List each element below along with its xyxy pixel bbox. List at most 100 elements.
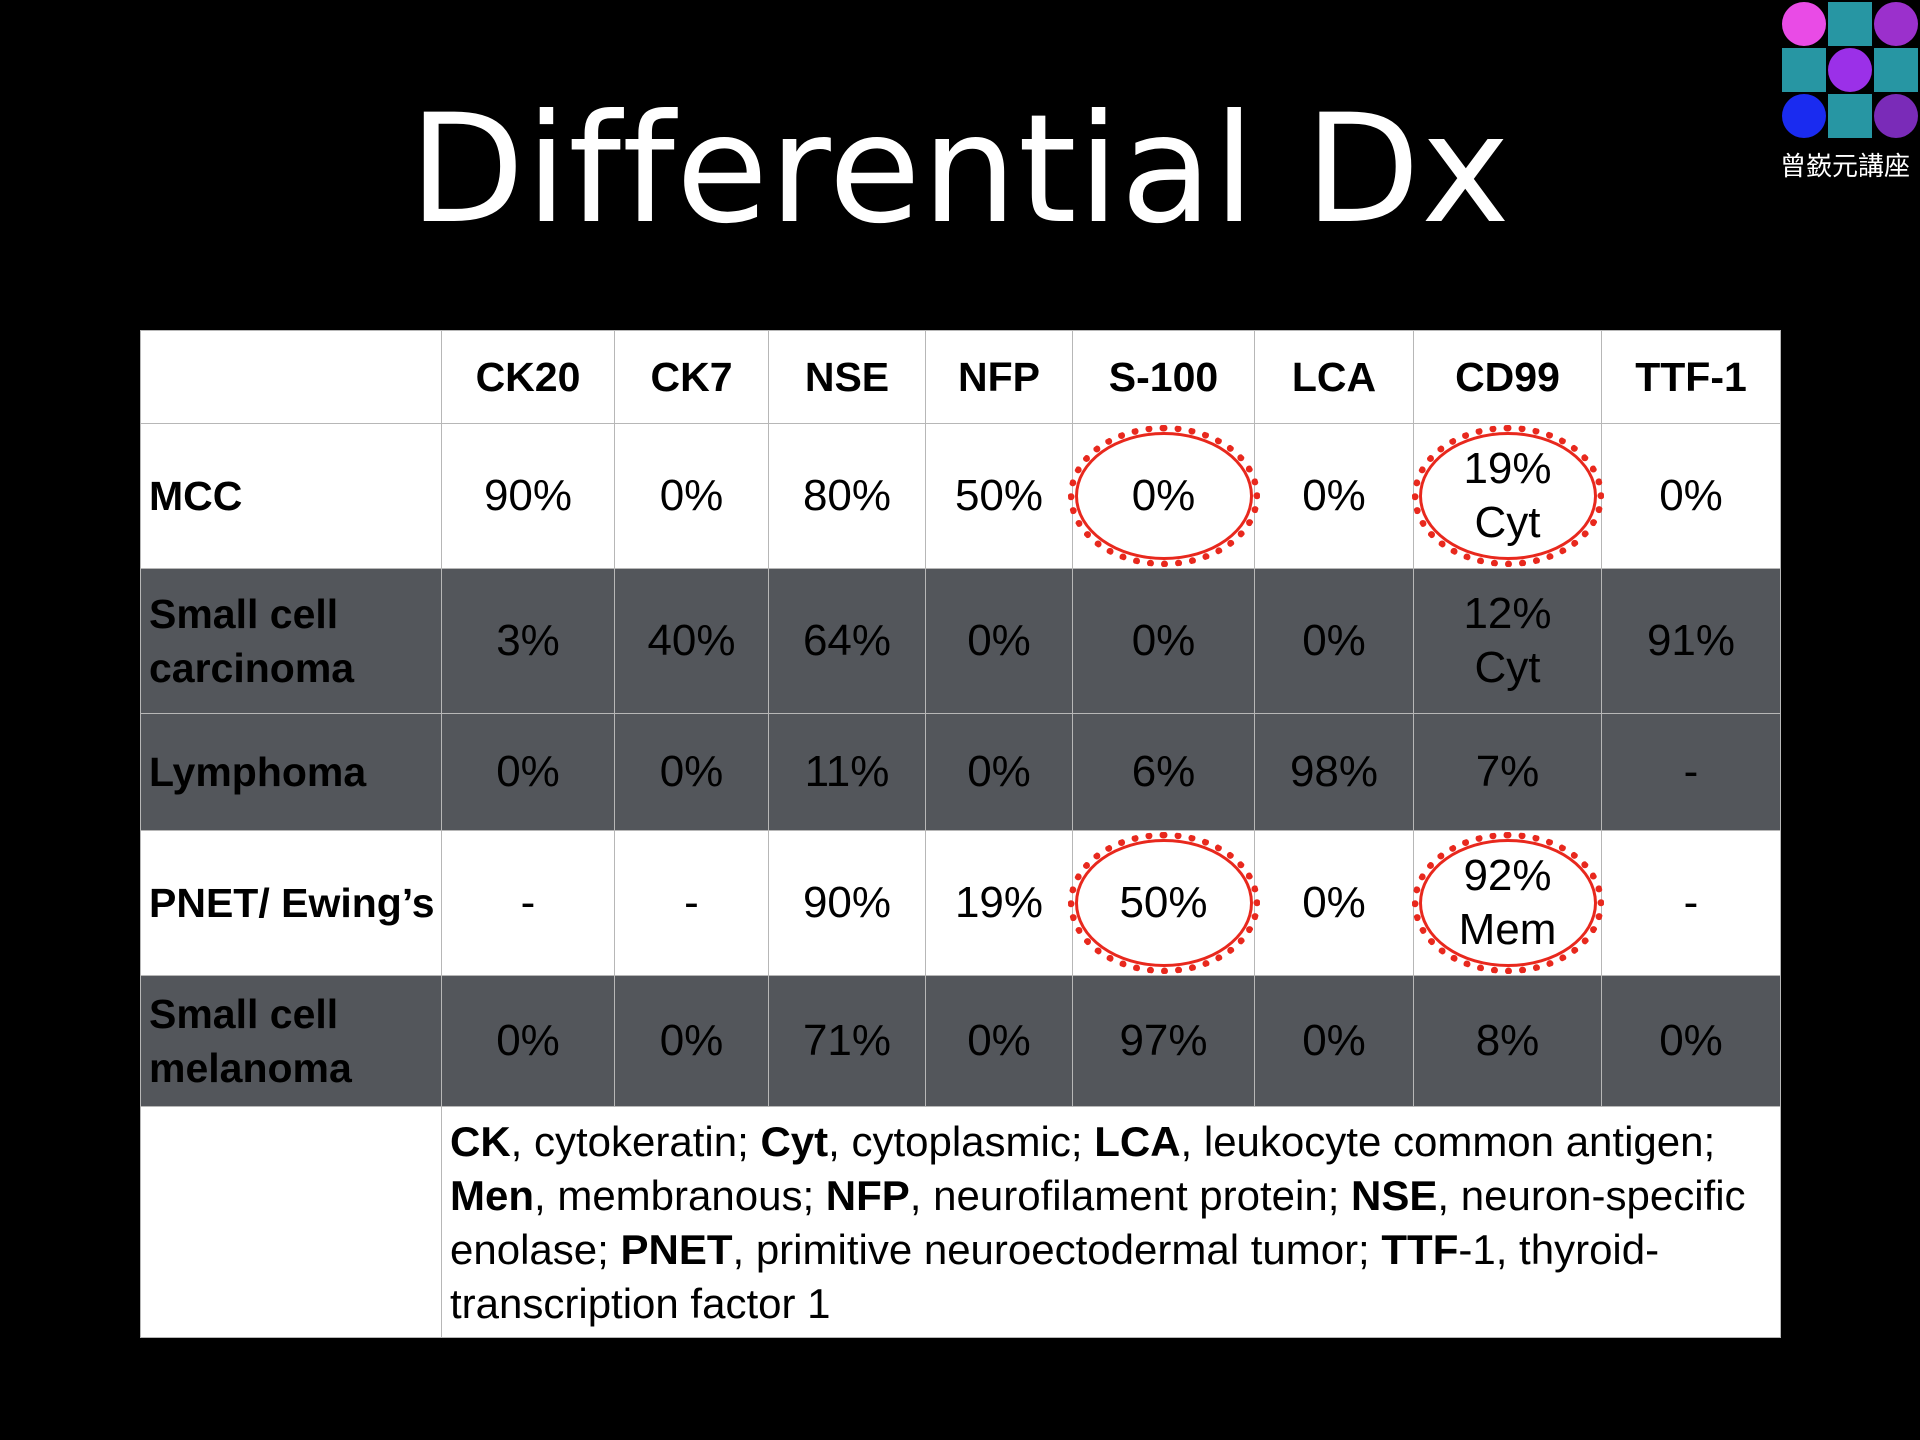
- footnote-abbrev: NSE: [1351, 1172, 1438, 1219]
- cell-value: 8%: [1475, 1016, 1540, 1065]
- logo-dot-icon: [1874, 94, 1918, 138]
- cell-value: 7%: [1475, 747, 1540, 796]
- table-cell: 6%: [1072, 713, 1255, 831]
- cell-value: 0%: [659, 747, 724, 796]
- logo-dot-icon: [1782, 94, 1826, 138]
- table-cell: 0%: [1254, 830, 1414, 976]
- logo-square-icon: [1828, 2, 1872, 46]
- table-cell: 71%: [768, 975, 926, 1107]
- table-cell: 0%: [1254, 423, 1414, 569]
- cell-value: 0%: [1302, 616, 1366, 665]
- cell-value: 6%: [1131, 747, 1196, 796]
- table-cell: 19%: [925, 830, 1073, 976]
- cell-value: 50%: [1119, 878, 1208, 927]
- cell-value: 40%: [647, 616, 736, 665]
- footnote-abbrev: CK: [450, 1118, 511, 1165]
- table-cell: -: [1601, 713, 1781, 831]
- table-cell: 0%: [1601, 975, 1781, 1107]
- cell-value: 91%: [1646, 616, 1736, 665]
- cell-value: 3%: [496, 616, 560, 665]
- column-header: S-100: [1072, 330, 1255, 424]
- cell-value: 50%: [954, 471, 1044, 520]
- table-cell: 0%: [614, 423, 769, 569]
- column-header: TTF-1: [1601, 330, 1781, 424]
- table-cell: 0%: [925, 568, 1073, 714]
- table-row: MCC 90% 0% 80% 50% 0% 0% 19% Cyt 0%: [140, 423, 1781, 569]
- column-header: LCA: [1254, 330, 1414, 424]
- cell-value: -: [684, 878, 699, 927]
- table-cell: 0%: [1601, 423, 1781, 569]
- table-cell: 8%: [1413, 975, 1602, 1107]
- cell-value: 0%: [1302, 471, 1366, 520]
- logo-text: 曾嶔元講座: [1780, 152, 1911, 182]
- cell-value: 0%: [1659, 1016, 1723, 1065]
- cell-value: 90%: [483, 471, 573, 520]
- table-cell: 0%: [1067, 423, 1260, 569]
- footnote-abbrev: LCA: [1094, 1118, 1181, 1165]
- cell-value: 0%: [1131, 616, 1196, 665]
- cell-value: 19% Cyt: [1463, 444, 1552, 547]
- row-label: PNET/ Ewing’s: [140, 830, 442, 976]
- footnote-abbrev: Men: [450, 1172, 534, 1219]
- cell-value: 11%: [804, 747, 890, 796]
- table-row: PNET/ Ewing’s - - 90% 19% 50% 0% 92% Mem -: [140, 830, 1781, 976]
- highlight-circle: [1411, 425, 1604, 567]
- table-cell: 91%: [1601, 568, 1781, 714]
- table-cell: 97%: [1072, 975, 1255, 1107]
- logo-square-icon: [1828, 94, 1872, 138]
- cell-value: 0%: [496, 1016, 560, 1065]
- cell-value: 98%: [1289, 747, 1379, 796]
- cell-value: 80%: [802, 471, 892, 520]
- footnote-blank: [140, 1106, 442, 1338]
- cell-value: 0%: [659, 471, 724, 520]
- column-header: NFP: [925, 330, 1073, 424]
- table-cell: 50%: [925, 423, 1073, 569]
- cell-value: -: [1683, 878, 1699, 927]
- cell-value: -: [1683, 747, 1699, 796]
- logo-dot-icon: [1782, 2, 1826, 46]
- slide-title: Differential Dx: [409, 83, 1511, 257]
- table-cell: 0%: [1254, 975, 1414, 1107]
- footnote-abbrev: Cyt: [760, 1118, 829, 1165]
- table-cell: 92% Mem: [1411, 830, 1604, 976]
- table-cell: 50%: [1067, 830, 1260, 976]
- cell-value: 0%: [1302, 878, 1366, 927]
- footnote: CK, cytokeratin; Cyt, cytoplasmic; LCA, …: [441, 1106, 1781, 1338]
- table-cell: 0%: [1254, 568, 1414, 714]
- logo-dot-icon: [1874, 2, 1918, 46]
- highlight-circle: [1411, 832, 1604, 974]
- cell-value: 92% Mem: [1458, 851, 1557, 954]
- table-cell: 64%: [768, 568, 926, 714]
- row-label: Lymphoma: [140, 713, 442, 831]
- cell-value: 71%: [802, 1016, 892, 1065]
- table-cell: 3%: [441, 568, 615, 714]
- footnote-abbrev: TTF: [1381, 1226, 1459, 1273]
- row-label: Small cell melanoma: [140, 975, 442, 1107]
- footnote-abbrev: PNET: [620, 1226, 733, 1273]
- row-label: MCC: [140, 423, 442, 569]
- cell-value: 0%: [1302, 1016, 1366, 1065]
- logo-square-icon: [1874, 48, 1918, 92]
- table-cell: -: [614, 830, 769, 976]
- table-cell: 0%: [925, 975, 1073, 1107]
- table-cell: 0%: [1072, 568, 1255, 714]
- logo: 曾嶔元講座: [1780, 0, 1920, 182]
- table-cell: 0%: [925, 713, 1073, 831]
- cell-value: 0%: [659, 1016, 724, 1065]
- table-cell: 0%: [441, 713, 615, 831]
- table-cell: 98%: [1254, 713, 1414, 831]
- header-blank: [140, 330, 442, 424]
- table-cell: 0%: [614, 975, 769, 1107]
- table-cell: 12% Cyt: [1413, 568, 1602, 714]
- table-cell: -: [1601, 830, 1781, 976]
- cell-value: 0%: [496, 747, 560, 796]
- table-cell: -: [441, 830, 615, 976]
- column-header: NSE: [768, 330, 926, 424]
- table-cell: 7%: [1413, 713, 1602, 831]
- cell-value: 97%: [1119, 1016, 1208, 1065]
- footnote-row: CK, cytokeratin; Cyt, cytoplasmic; LCA, …: [140, 1106, 1781, 1338]
- table-cell: 0%: [441, 975, 615, 1107]
- differential-table: CK20 CK7 NSE NFP S-100 LCA CD99 TTF-1 MCC 90% 0% 80…: [140, 330, 1781, 1338]
- table-row: Small cell melanoma 0% 0% 71% 0% 97% 0% 8% 0%: [140, 975, 1781, 1107]
- cell-value: 0%: [1659, 471, 1723, 520]
